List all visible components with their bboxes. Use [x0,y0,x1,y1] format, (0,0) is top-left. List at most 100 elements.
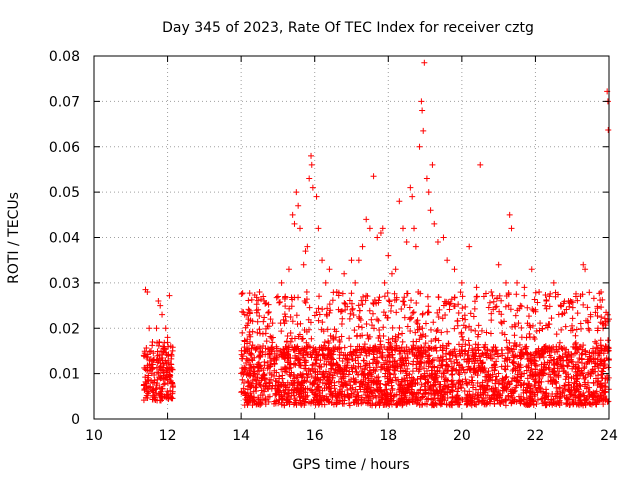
data-point [355,302,362,309]
data-point [518,346,525,353]
data-point [433,328,440,335]
data-point [409,361,416,368]
data-point [304,243,311,250]
data-point [346,297,353,304]
data-point [379,354,386,361]
data-point [275,400,282,407]
data-point [312,386,319,393]
data-point [319,257,326,264]
data-point [559,389,566,396]
data-point [282,364,289,371]
data-point [336,351,343,358]
data-point [246,373,253,380]
data-point [546,293,553,300]
data-point [502,363,509,370]
data-point [522,400,529,407]
data-point [319,319,326,326]
data-point [475,341,482,348]
data-point [278,351,285,358]
data-point [425,347,432,354]
data-point [281,391,288,398]
data-point [508,378,515,385]
data-point [369,373,376,380]
data-point [375,297,382,304]
chart-title: Day 345 of 2023, Rate Of TEC Index for r… [162,20,534,36]
data-point [276,299,283,306]
data-point [331,326,338,333]
data-point [392,358,399,365]
data-point [585,388,592,395]
data-point [287,338,294,345]
data-point [553,359,560,366]
data-point [581,375,588,382]
data-point [159,385,166,392]
data-point [258,375,265,382]
data-point [314,374,321,381]
data-point [412,379,419,386]
data-point [283,338,290,345]
data-point [599,368,606,375]
data-point [462,316,469,323]
data-point [565,381,572,388]
data-point [344,387,351,394]
data-point [336,345,343,352]
data-point [479,382,486,389]
data-point [373,394,380,401]
data-point [597,384,604,391]
data-point [483,373,490,380]
data-point [449,395,456,402]
data-point [267,376,274,383]
data-point [309,365,316,372]
data-point [153,325,160,332]
data-point [410,375,417,382]
data-point [164,367,171,374]
data-point [148,347,155,354]
data-point [248,296,255,303]
data-point [454,317,461,324]
data-point [157,366,164,373]
data-point [459,378,466,385]
data-point [341,300,348,307]
data-point [397,368,404,375]
data-point [598,389,605,396]
data-point [318,397,325,404]
data-point [557,393,564,400]
data-point [272,390,279,397]
data-point [238,388,245,395]
data-point [534,396,541,403]
data-point [376,332,383,339]
data-point [255,343,262,350]
data-point [475,362,482,369]
data-point [289,335,296,342]
data-point [465,363,472,370]
data-point [385,352,392,359]
data-point [468,373,475,380]
data-point [429,161,436,168]
data-point [388,270,395,277]
data-point [143,380,150,387]
y-tick-label: 0 [71,412,80,428]
data-point [488,310,495,317]
data-point [459,343,466,350]
data-point [374,387,381,394]
data-point [377,386,384,393]
data-point [145,372,152,379]
data-point [525,313,532,320]
data-point [350,348,357,355]
data-point [256,359,263,366]
data-point [422,348,429,355]
data-point [344,356,351,363]
data-point [585,325,592,332]
grid [94,56,609,419]
data-point [502,303,509,310]
data-point [574,310,581,317]
data-point [386,358,393,365]
data-point [477,386,484,393]
data-point [452,351,459,358]
data-point [600,358,607,365]
data-point [437,392,444,399]
data-point [336,337,343,344]
data-point [562,351,569,358]
data-point [316,311,323,318]
data-point [297,362,304,369]
